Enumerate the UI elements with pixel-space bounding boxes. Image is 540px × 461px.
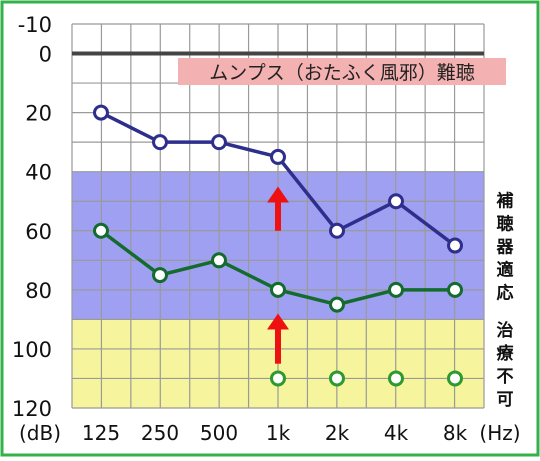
data-point (270, 370, 286, 387)
x-tick-label: 4k (384, 421, 409, 445)
y-tick-label: 100 (12, 338, 52, 362)
banner-box (178, 58, 506, 85)
data-point (93, 222, 109, 239)
data-point (270, 281, 286, 298)
x-tick-label: 2k (325, 421, 350, 445)
data-point (447, 370, 463, 387)
x-tick-label: 500 (200, 421, 238, 445)
data-point (388, 281, 404, 298)
data-point (329, 370, 345, 387)
banner-text: ムンプス（おたふく風邪）難聴 (209, 62, 474, 84)
y-tick-label: 40 (25, 161, 52, 185)
y-tick-label: 120 (12, 397, 52, 421)
x-tick-label: 8k (443, 421, 468, 445)
arrow-head (267, 313, 289, 330)
data-point (152, 134, 168, 151)
x-tick-label: 250 (141, 421, 179, 445)
x-unit-label: (Hz) (479, 421, 520, 445)
data-point (329, 296, 345, 313)
arrow-head (267, 186, 289, 203)
y-unit-label: (dB) (19, 421, 61, 445)
data-point (329, 222, 345, 239)
zone-label: 治療不可 (497, 320, 515, 410)
data-point (211, 134, 227, 151)
data-point (447, 237, 463, 254)
data-point (388, 193, 404, 210)
data-point (152, 267, 168, 284)
y-tick-label: 60 (25, 220, 52, 244)
y-tick-label: 0 (39, 43, 52, 67)
x-tick-label: 1k (266, 421, 291, 445)
y-tick-label: 20 (25, 102, 52, 126)
data-point (388, 370, 404, 387)
data-point (447, 281, 463, 298)
data-point (93, 104, 109, 121)
y-tick-label: 80 (25, 279, 52, 303)
data-point (270, 148, 286, 165)
x-tick-label: 125 (82, 421, 120, 445)
data-point (211, 252, 227, 269)
y-tick-label: -10 (18, 13, 52, 37)
zone-label: 補聴器適応 (496, 191, 515, 304)
